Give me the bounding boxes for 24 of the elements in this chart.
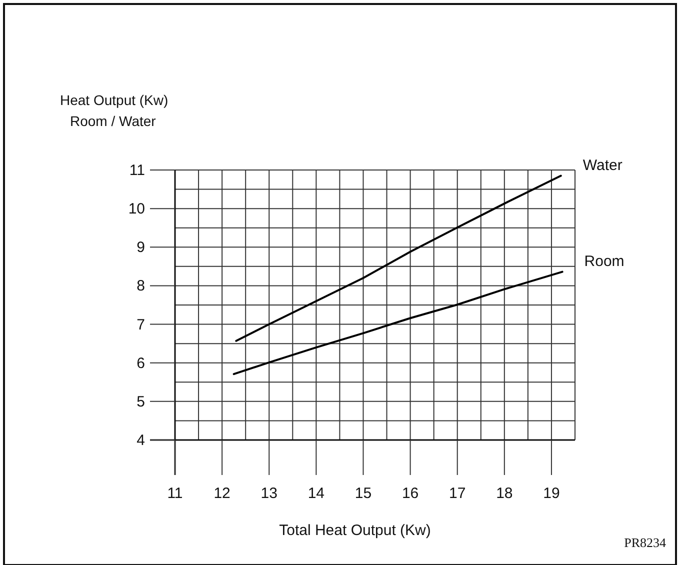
y-tick-label: 8 <box>136 278 145 295</box>
y-tick-label: 6 <box>136 354 145 372</box>
x-axis-title: Total Heat Output (Kw) <box>279 522 431 539</box>
y-axis-title: Heat Output (Kw) Room / Water <box>60 92 168 129</box>
y-tick-label: 10 <box>128 200 145 218</box>
x-tick-label: 16 <box>402 485 419 502</box>
x-tick-label: 18 <box>496 485 513 502</box>
x-tick-label: 15 <box>354 485 372 502</box>
y-tick-label: 5 <box>136 393 145 410</box>
line-series <box>235 174 562 342</box>
x-tick-label: 12 <box>214 485 230 502</box>
x-tick-label: 11 <box>167 485 183 502</box>
series-label: Room <box>584 252 624 270</box>
series-label: Water <box>582 156 622 174</box>
y-tick-label: 11 <box>129 162 145 179</box>
y-tick-label: 7 <box>136 316 145 334</box>
x-tick-label: 13 <box>260 485 278 502</box>
line-series <box>232 270 564 376</box>
x-tick-label: 17 <box>449 485 466 502</box>
x-tick-label: 14 <box>308 485 325 502</box>
y-tick-label: 4 <box>136 432 145 449</box>
y-tick-label: 9 <box>136 239 145 256</box>
x-tick-label: 19 <box>543 485 560 502</box>
text: PR8234 <box>624 535 666 550</box>
